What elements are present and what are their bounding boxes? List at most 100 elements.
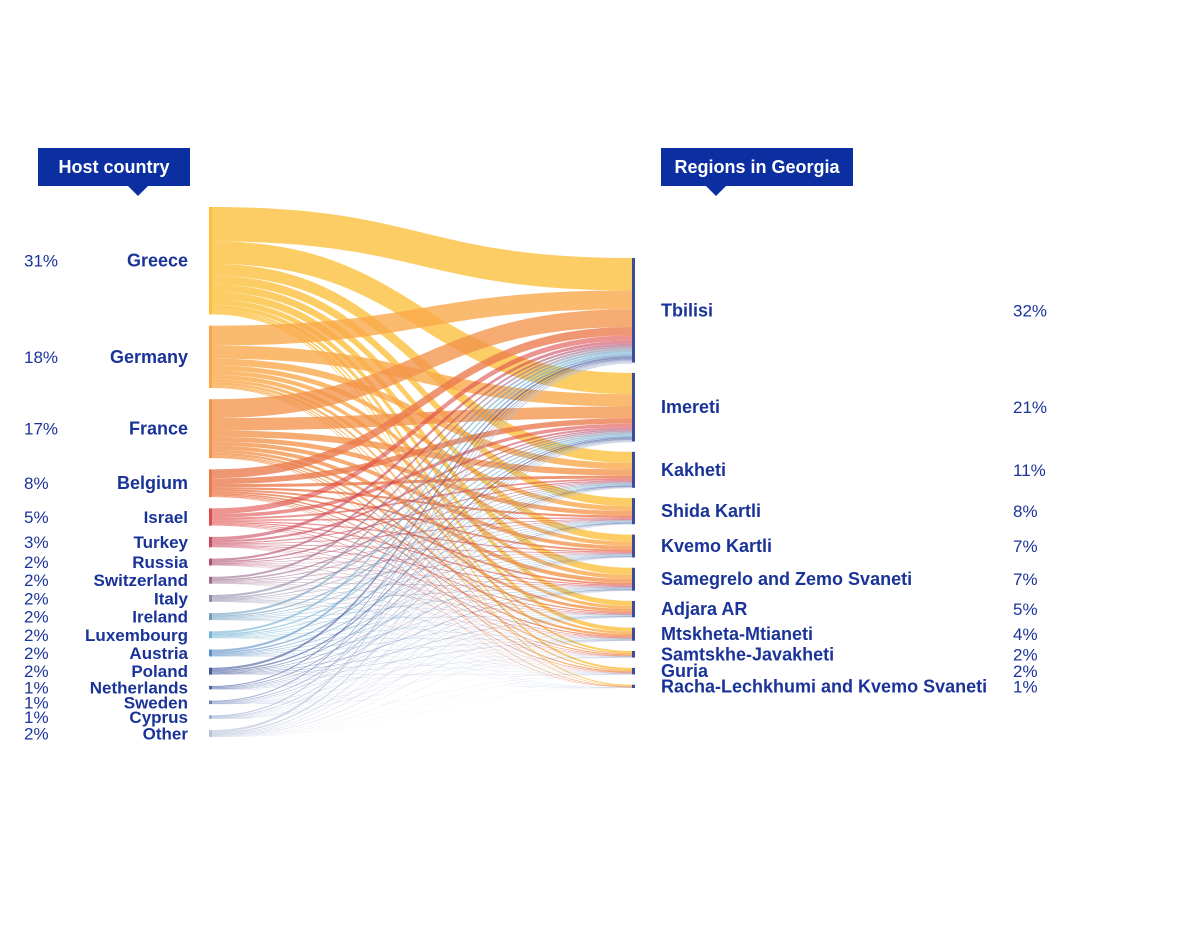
target-bar-imereti	[632, 372, 635, 442]
target-label: Samtskhe-Javakheti	[661, 644, 834, 664]
flow-israel-to-racha-lechkhumi-and-kvemo-svaneti	[212, 525, 632, 688]
flow-switzerland-to-shida-kartli	[212, 520, 632, 582]
flow-israel-to-imereti	[212, 423, 632, 518]
flow-cyprus-to-samtskhe-javakheti	[212, 657, 632, 719]
flow-ireland-to-tbilisi	[212, 350, 632, 616]
flow-luxembourg-to-racha-lechkhumi-and-kvemo-svaneti	[212, 638, 632, 688]
source-percent: 2%	[24, 662, 49, 681]
flow-turkey-to-kakheti	[212, 480, 632, 544]
flow-sweden-to-samtskhe-javakheti	[212, 657, 632, 704]
source-percent: 2%	[24, 553, 49, 572]
flow-poland-to-racha-lechkhumi-and-kvemo-svaneti	[212, 674, 632, 688]
target-percent: 7%	[1013, 570, 1038, 589]
source-label: Luxembourg	[85, 626, 188, 645]
flow-sweden-to-guria	[212, 674, 632, 705]
flow-netherlands-to-mtskheta-mtianeti	[212, 640, 632, 690]
source-label: Cyprus	[129, 708, 188, 727]
flow-cyprus-to-kvemo-kartli	[212, 556, 632, 719]
flow-austria-to-kakheti	[212, 484, 632, 654]
source-bar-france	[209, 399, 212, 459]
flow-russia-to-mtskheta-mtianeti	[212, 564, 632, 639]
target-percent: 2%	[1013, 662, 1038, 681]
flow-other-to-samegrelo-and-zemo-svaneti	[212, 590, 632, 737]
flow-sweden-to-imereti	[212, 439, 632, 703]
flow-cyprus-to-adjara-ar	[212, 616, 632, 719]
flow-austria-to-samegrelo-and-zemo-svaneti	[212, 588, 632, 656]
flow-luxembourg-to-guria	[212, 638, 632, 674]
flow-switzerland-to-samegrelo-and-zemo-svaneti	[212, 582, 632, 588]
flow-sweden-to-shida-kartli	[212, 523, 632, 704]
source-bar-russia	[209, 558, 212, 566]
flow-other-to-guria	[212, 674, 632, 737]
flow-poland-to-mtskheta-mtianeti	[212, 639, 632, 675]
flow-austria-to-tbilisi	[212, 354, 632, 652]
flow-russia-to-guria	[212, 565, 632, 674]
flow-sweden-to-mtskheta-mtianeti	[212, 640, 632, 704]
source-bar-israel	[209, 508, 212, 526]
flow-ireland-to-adjara-ar	[212, 615, 632, 620]
flow-italy-to-adjara-ar	[212, 600, 632, 616]
flow-germany-to-guria	[212, 386, 632, 672]
source-bar-belgium	[209, 469, 212, 498]
flow-netherlands-to-tbilisi	[212, 358, 632, 688]
regions-header: Regions in Georgia	[661, 148, 853, 196]
source-bar-poland	[209, 667, 212, 675]
flow-germany-to-shida-kartli	[212, 365, 632, 511]
flow-italy-to-tbilisi	[212, 347, 632, 598]
flow-netherlands-to-kvemo-kartli	[212, 556, 632, 689]
flow-italy-to-kakheti	[212, 482, 632, 600]
source-label: France	[129, 419, 188, 439]
flow-switzerland-to-guria	[212, 583, 632, 674]
flow-other-to-kakheti	[212, 487, 632, 735]
source-percent: 18%	[24, 348, 58, 367]
flow-switzerland-to-tbilisi	[212, 345, 632, 579]
flow-ireland-to-kakheti	[212, 483, 632, 618]
target-percent: 11%	[1013, 461, 1046, 480]
flow-turkey-to-samtskhe-javakheti	[212, 546, 632, 657]
target-label: Samegrelo and Zemo Svaneti	[661, 569, 912, 589]
host-country-header: Host country	[38, 148, 190, 196]
source-bar-germany	[209, 325, 212, 388]
source-label: Ireland	[132, 608, 188, 627]
target-percent: 1%	[1013, 677, 1038, 696]
target-bar-kakheti	[632, 451, 635, 488]
flow-italy-to-samtskhe-javakheti	[212, 601, 632, 657]
source-bar-greece	[209, 207, 212, 315]
flow-belgium-to-adjara-ar	[212, 493, 632, 614]
source-percent: 2%	[24, 589, 49, 608]
flow-ireland-to-samegrelo-and-zemo-svaneti	[212, 587, 632, 620]
flow-belgium-to-guria	[212, 496, 632, 673]
flow-cyprus-to-kakheti	[212, 487, 632, 718]
source-percent: 1%	[24, 708, 49, 727]
source-percent: 8%	[24, 474, 49, 493]
flow-israel-to-adjara-ar	[212, 523, 632, 614]
target-bar-racha-lechkhumi-and-kvemo-svaneti	[632, 684, 635, 688]
source-bar-austria	[209, 649, 212, 657]
source-bar-italy	[209, 594, 212, 602]
flow-luxembourg-to-adjara-ar	[212, 615, 632, 638]
flow-italy-to-racha-lechkhumi-and-kvemo-svaneti	[212, 601, 632, 688]
flow-turkey-to-tbilisi	[212, 340, 632, 541]
flow-ireland-to-samtskhe-javakheti	[212, 619, 632, 657]
flow-france-to-samegrelo-and-zemo-svaneti	[212, 445, 632, 583]
flow-poland-to-samtskhe-javakheti	[212, 657, 632, 675]
target-label: Guria	[661, 661, 709, 681]
target-label: Adjara AR	[661, 599, 747, 619]
flow-greece-to-shida-kartli	[212, 275, 632, 507]
target-node-bars	[632, 258, 635, 688]
target-label: Kakheti	[661, 460, 726, 480]
source-bar-switzerland	[209, 576, 212, 584]
target-label: Mtskheta-Mtianeti	[661, 624, 813, 644]
target-percent: 7%	[1013, 537, 1038, 556]
flow-greece-to-samegrelo-and-zemo-svaneti	[212, 291, 632, 575]
source-percent: 31%	[24, 252, 58, 271]
flow-france-to-shida-kartli	[212, 436, 632, 516]
target-bar-adjara-ar	[632, 600, 635, 618]
source-label: Russia	[132, 553, 188, 572]
flow-greece-to-guria	[212, 311, 632, 670]
flow-italy-to-mtskheta-mtianeti	[212, 601, 632, 640]
flow-israel-to-kvemo-kartli	[212, 520, 632, 553]
target-bar-mtskheta-mtianeti	[632, 627, 635, 641]
flow-turkey-to-adjara-ar	[212, 545, 632, 615]
flow-france-to-racha-lechkhumi-and-kvemo-svaneti	[212, 457, 632, 687]
